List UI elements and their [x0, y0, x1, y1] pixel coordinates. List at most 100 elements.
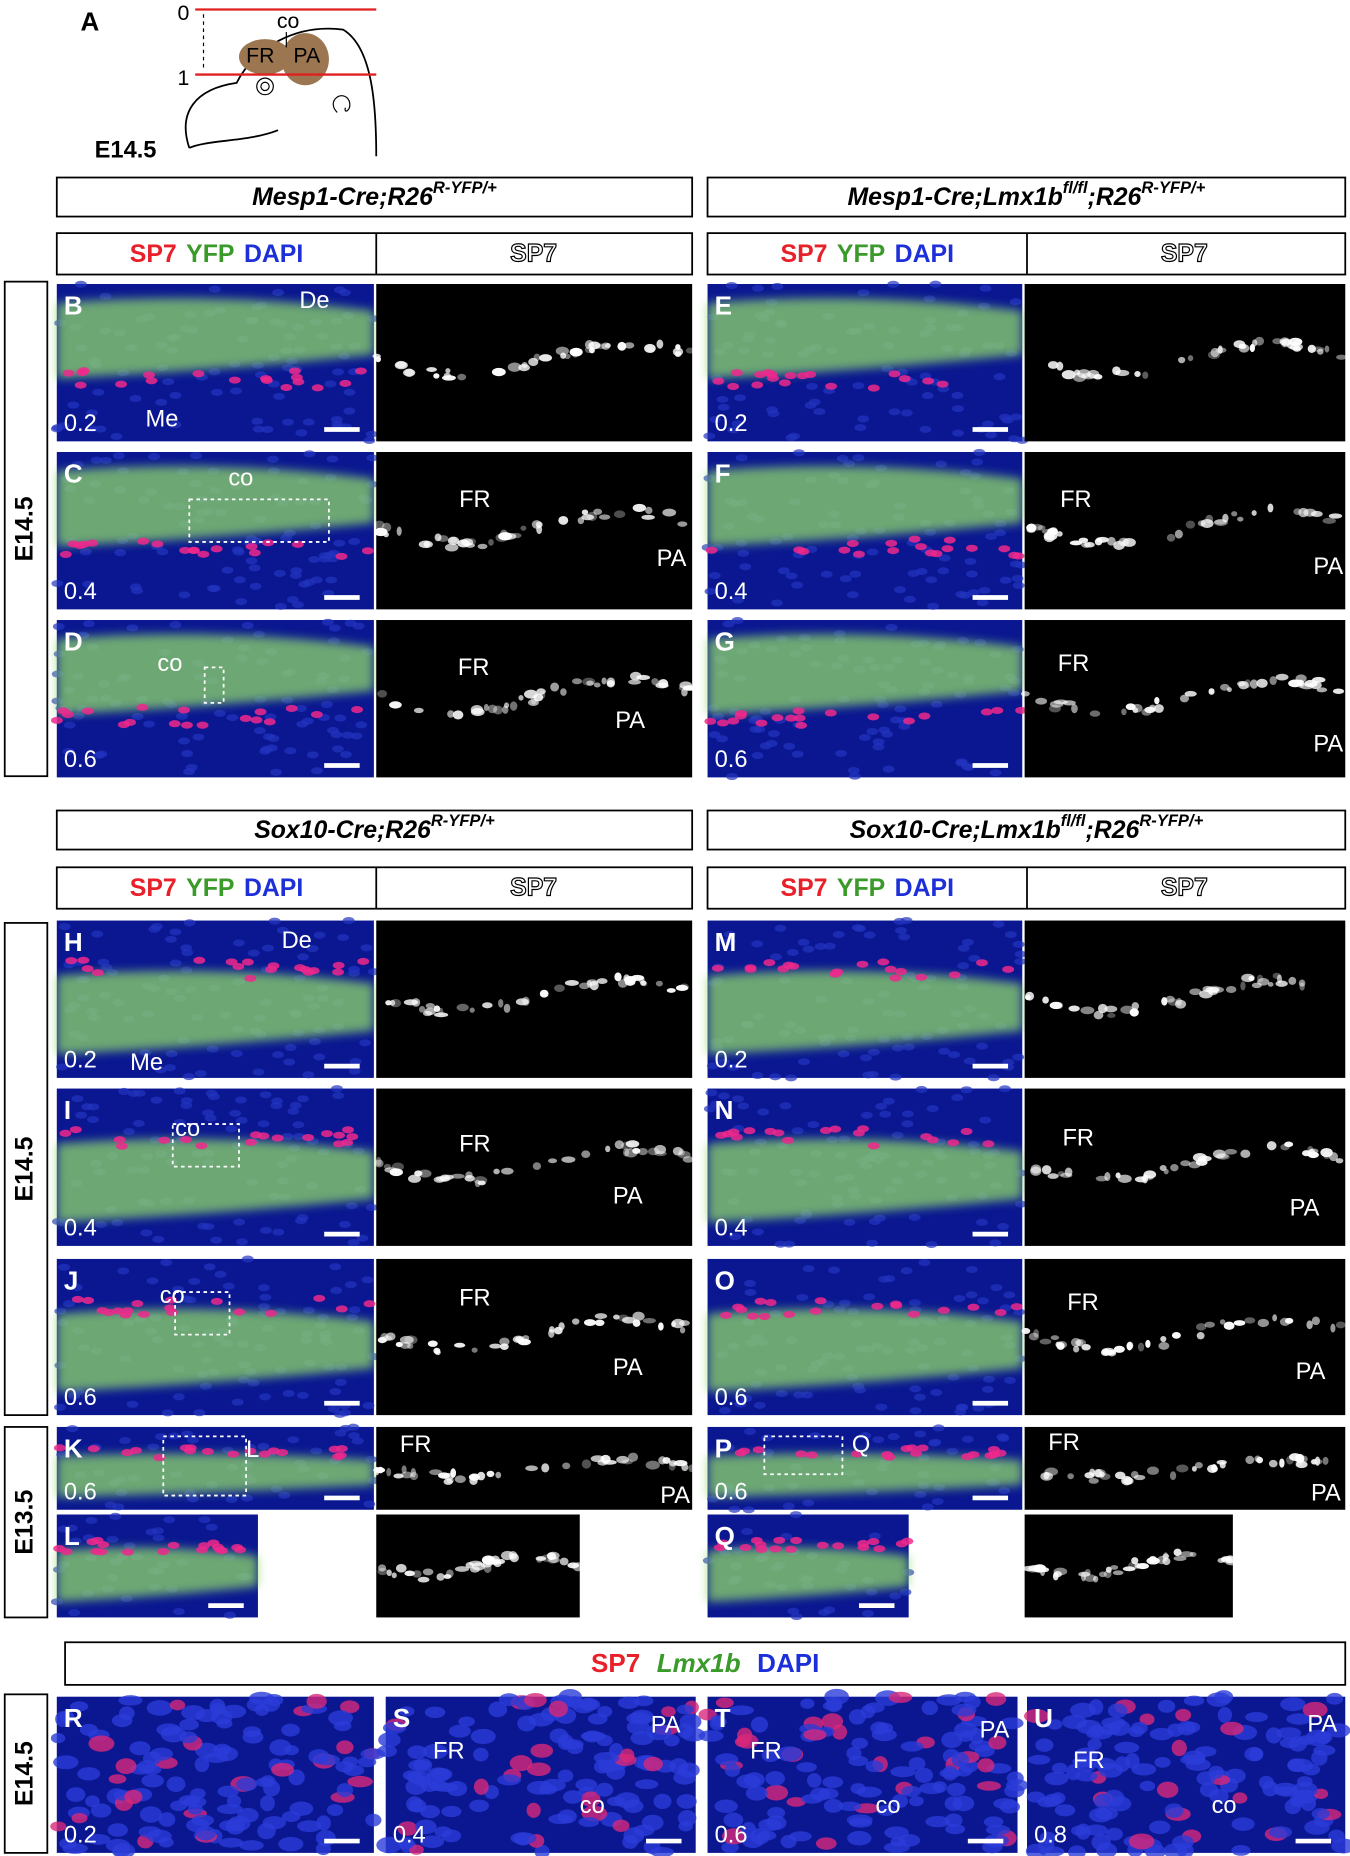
nucleus	[1087, 1738, 1102, 1751]
sp7-signal	[581, 514, 595, 521]
nucleus	[360, 944, 373, 952]
nucleus	[283, 1058, 296, 1066]
sp7-signal	[1099, 1471, 1105, 1478]
sp7-signal	[489, 1343, 502, 1349]
sp7-signal	[640, 980, 647, 986]
sp7-cell	[792, 707, 805, 715]
sp7-signal	[600, 1454, 611, 1464]
nucleus	[213, 709, 226, 717]
sp7-cell	[883, 1453, 896, 1461]
nucleus	[895, 926, 907, 935]
annotation: co	[157, 651, 182, 677]
sp7-cell	[915, 973, 928, 981]
nucleus	[146, 1829, 172, 1843]
nucleus	[350, 732, 363, 740]
sp7-signal	[381, 522, 392, 532]
sp7-cell	[178, 706, 190, 714]
nucleus	[938, 1047, 951, 1055]
sp7-signal	[1068, 1005, 1080, 1012]
image-bg	[1024, 1088, 1346, 1246]
sp7-signal	[377, 1567, 389, 1576]
sp7-signal	[1189, 988, 1202, 996]
nucleus	[331, 1085, 343, 1093]
sp7-cell	[302, 1133, 315, 1142]
nucleus	[1051, 1762, 1068, 1774]
nucleus	[864, 1702, 885, 1713]
sp7-signal	[662, 1457, 671, 1464]
nucleus	[90, 456, 103, 464]
sp7-signal	[1195, 1158, 1208, 1166]
sp7-signal	[651, 678, 659, 686]
nucleus	[1180, 1754, 1206, 1765]
nucleus	[185, 763, 198, 771]
nucleus	[340, 750, 352, 759]
nucleus	[295, 429, 308, 437]
nucleus	[337, 933, 349, 942]
nucleus	[982, 420, 994, 428]
nucleus	[724, 1763, 741, 1777]
nucleus	[152, 1235, 165, 1243]
sp7-cell	[361, 547, 374, 555]
nucleus	[835, 749, 847, 757]
nucleus	[181, 1430, 194, 1438]
nucleus	[66, 1787, 86, 1802]
nucleus	[166, 1776, 186, 1793]
nucleus	[768, 730, 780, 738]
nucleus	[1003, 1291, 1016, 1299]
nucleus	[217, 1785, 239, 1798]
sp7-signal	[588, 341, 601, 350]
nucleus	[1164, 1803, 1184, 1818]
sp7-signal	[426, 367, 437, 372]
yfp-band	[56, 298, 374, 379]
sp7-cell	[738, 1447, 751, 1455]
nucleus	[1035, 1738, 1054, 1752]
sp7-cell	[730, 1133, 743, 1141]
sp7-cell	[965, 544, 978, 552]
sp7-signal	[386, 1569, 392, 1577]
nucleus	[915, 1085, 928, 1094]
sp7-cell	[922, 377, 935, 385]
sp7-signal	[1039, 1338, 1052, 1345]
nucleus	[928, 1439, 941, 1447]
sp7-cell	[754, 370, 767, 379]
nucleus	[1014, 1200, 1027, 1208]
sp7-signal	[1275, 980, 1288, 987]
panel-letter: A	[80, 7, 99, 37]
sp7-signal	[1256, 678, 1268, 688]
sp7-signal	[374, 520, 385, 529]
nucleus	[68, 1609, 81, 1617]
sp7-cell	[96, 1307, 109, 1315]
nucleus	[117, 1267, 130, 1275]
sp7-signal	[1132, 707, 1139, 714]
nucleus	[85, 1516, 98, 1525]
nucleus	[857, 289, 870, 297]
image-bg	[376, 920, 693, 1078]
nucleus	[205, 1523, 218, 1531]
sp7-cell	[333, 1131, 345, 1139]
nucleus	[54, 1403, 66, 1411]
nucleus	[751, 1071, 764, 1080]
nucleus	[902, 1043, 915, 1051]
sp7-signal	[662, 508, 677, 517]
nucleus	[791, 1127, 804, 1135]
annotation: FR	[1048, 1430, 1080, 1456]
nucleus	[785, 572, 798, 580]
annotation: FR	[1062, 1126, 1094, 1152]
sp7-signal	[1256, 1456, 1264, 1464]
nucleus	[289, 571, 302, 580]
sp7-signal	[1129, 1008, 1139, 1017]
nucleus	[344, 1281, 357, 1289]
sp7-cell	[210, 1297, 223, 1305]
nucleus	[727, 1063, 739, 1071]
nucleus	[470, 1728, 496, 1745]
sp7-signal	[1215, 1153, 1229, 1159]
sp7-signal	[1179, 694, 1189, 703]
nucleus	[296, 1391, 309, 1399]
nucleus	[740, 1395, 753, 1403]
sp7-signal	[495, 1471, 502, 1479]
nucleus	[846, 591, 859, 599]
sp7-signal	[1104, 1172, 1111, 1182]
nucleus	[180, 1295, 193, 1303]
nucleus	[169, 621, 182, 629]
